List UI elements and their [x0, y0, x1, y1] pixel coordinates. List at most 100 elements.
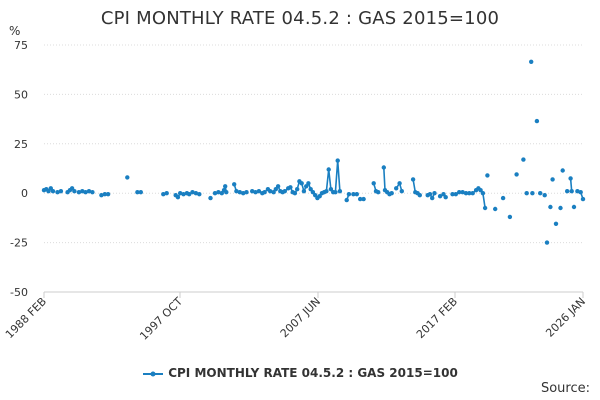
- data-point[interactable]: [553, 221, 559, 226]
- data-point[interactable]: [76, 190, 82, 195]
- data-point[interactable]: [102, 192, 108, 197]
- data-point[interactable]: [500, 195, 506, 201]
- data-point[interactable]: [410, 177, 416, 182]
- data-point[interactable]: [514, 172, 519, 177]
- data-point[interactable]: [470, 191, 475, 196]
- data-point[interactable]: [72, 189, 77, 194]
- data-point[interactable]: [575, 189, 580, 194]
- data-point[interactable]: [187, 192, 192, 197]
- data-point[interactable]: [354, 192, 359, 197]
- data-point[interactable]: [478, 188, 483, 193]
- data-point[interactable]: [358, 196, 363, 202]
- data-point[interactable]: [90, 190, 95, 195]
- data-point[interactable]: [295, 187, 300, 192]
- data-point[interactable]: [430, 195, 435, 201]
- data-point[interactable]: [324, 189, 329, 194]
- data-point[interactable]: [443, 195, 448, 200]
- data-point[interactable]: [534, 118, 540, 124]
- data-point[interactable]: [164, 191, 169, 196]
- data-point[interactable]: [457, 190, 462, 195]
- data-point[interactable]: [569, 189, 574, 194]
- data-point[interactable]: [417, 193, 422, 198]
- data-point[interactable]: [389, 191, 394, 196]
- data-point[interactable]: [351, 192, 356, 197]
- data-point[interactable]: [560, 168, 565, 173]
- data-point[interactable]: [58, 189, 64, 194]
- data-point[interactable]: [193, 191, 199, 196]
- data-point[interactable]: [212, 191, 218, 196]
- data-point[interactable]: [542, 193, 547, 198]
- data-point[interactable]: [161, 192, 166, 197]
- data-point[interactable]: [83, 190, 88, 195]
- data-point[interactable]: [135, 190, 140, 195]
- data-point[interactable]: [521, 157, 526, 162]
- data-point[interactable]: [138, 190, 143, 195]
- data-point[interactable]: [548, 204, 553, 210]
- data-point[interactable]: [399, 189, 404, 194]
- data-point[interactable]: [125, 175, 130, 180]
- data-point[interactable]: [565, 189, 570, 194]
- data-point[interactable]: [376, 190, 381, 195]
- data-point[interactable]: [493, 206, 498, 212]
- data-point[interactable]: [453, 192, 458, 197]
- data-point[interactable]: [326, 167, 331, 172]
- data-point[interactable]: [480, 191, 486, 196]
- data-point[interactable]: [262, 190, 267, 195]
- data-point[interactable]: [427, 192, 433, 197]
- data-point[interactable]: [301, 189, 307, 194]
- data-point[interactable]: [232, 182, 237, 187]
- data-point[interactable]: [216, 190, 221, 195]
- data-point[interactable]: [288, 185, 293, 190]
- data-point[interactable]: [190, 190, 195, 195]
- data-point[interactable]: [394, 186, 399, 191]
- data-point[interactable]: [371, 181, 376, 186]
- data-point[interactable]: [306, 181, 311, 186]
- data-point[interactable]: [99, 193, 104, 198]
- data-point[interactable]: [571, 204, 577, 210]
- data-point[interactable]: [268, 189, 273, 194]
- data-point[interactable]: [568, 176, 573, 181]
- data-point[interactable]: [292, 191, 298, 196]
- data-point[interactable]: [550, 177, 555, 182]
- data-point[interactable]: [558, 205, 563, 211]
- data-point[interactable]: [482, 205, 488, 211]
- data-point[interactable]: [538, 191, 543, 196]
- data-point[interactable]: [580, 196, 586, 202]
- data-point[interactable]: [181, 192, 186, 197]
- data-point[interactable]: [256, 189, 262, 194]
- data-point[interactable]: [346, 192, 352, 197]
- data-point[interactable]: [524, 191, 529, 196]
- data-point[interactable]: [333, 190, 338, 195]
- data-point[interactable]: [381, 165, 386, 170]
- data-point[interactable]: [450, 192, 455, 197]
- data-point[interactable]: [437, 194, 443, 199]
- data-point[interactable]: [299, 181, 304, 186]
- data-point[interactable]: [463, 191, 469, 196]
- data-point[interactable]: [361, 196, 366, 202]
- data-point[interactable]: [244, 190, 249, 195]
- data-point[interactable]: [337, 189, 343, 194]
- data-point[interactable]: [253, 190, 258, 195]
- data-point[interactable]: [175, 195, 181, 200]
- data-point[interactable]: [397, 181, 402, 186]
- data-point[interactable]: [578, 190, 583, 195]
- data-point[interactable]: [460, 190, 465, 195]
- data-point[interactable]: [105, 192, 111, 197]
- data-point[interactable]: [237, 190, 242, 195]
- data-point[interactable]: [328, 187, 334, 192]
- data-point[interactable]: [80, 189, 85, 194]
- data-point[interactable]: [467, 191, 472, 196]
- data-point[interactable]: [282, 189, 287, 194]
- data-point[interactable]: [197, 192, 202, 197]
- data-point[interactable]: [530, 191, 535, 196]
- data-point[interactable]: [208, 195, 213, 201]
- data-point[interactable]: [178, 191, 183, 196]
- data-point[interactable]: [86, 189, 92, 194]
- data-point[interactable]: [223, 184, 228, 189]
- data-point[interactable]: [507, 214, 513, 220]
- data-point[interactable]: [55, 190, 60, 195]
- data-point[interactable]: [224, 190, 229, 195]
- data-point[interactable]: [432, 191, 437, 196]
- data-point[interactable]: [275, 184, 281, 189]
- data-point[interactable]: [310, 190, 316, 195]
